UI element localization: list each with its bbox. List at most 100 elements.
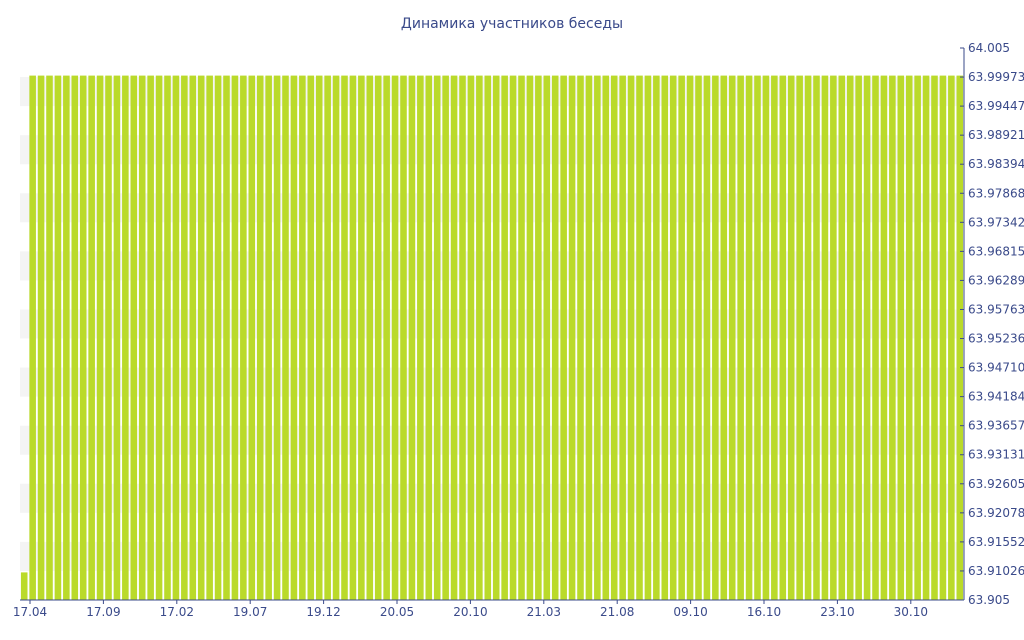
bar[interactable] [889,75,896,601]
bar[interactable] [307,75,315,601]
bar[interactable] [240,75,247,601]
bar[interactable] [695,75,702,601]
bar[interactable] [459,75,466,601]
bar[interactable] [54,75,62,601]
bar[interactable] [678,75,685,601]
bar[interactable] [644,75,652,601]
bar[interactable] [29,75,36,601]
bar[interactable] [130,75,138,601]
bar[interactable] [594,75,601,601]
bar[interactable] [669,75,677,601]
bar[interactable] [518,75,525,601]
bar[interactable] [417,75,424,601]
bar[interactable] [602,75,610,601]
bar[interactable] [374,75,382,601]
bar[interactable] [821,75,829,601]
bar[interactable] [214,75,222,601]
bar[interactable] [147,75,154,601]
bar[interactable] [779,75,787,601]
bar[interactable] [577,75,584,601]
bar[interactable] [838,75,846,601]
bar[interactable] [804,75,812,601]
bar[interactable] [737,75,744,601]
bar[interactable] [63,75,70,601]
bar[interactable] [728,75,736,601]
bar[interactable] [762,75,770,601]
bar[interactable] [273,75,281,601]
bar[interactable] [20,572,28,600]
bar[interactable] [197,75,205,601]
bar[interactable] [408,75,416,601]
bar[interactable] [956,75,964,601]
bar[interactable] [79,75,87,601]
bar[interactable] [661,75,669,601]
bar[interactable] [113,75,121,601]
bar[interactable] [897,75,905,601]
bar[interactable] [282,75,289,601]
bar[interactable] [164,75,171,601]
bar[interactable] [248,75,256,601]
bar[interactable] [830,75,837,601]
bar[interactable] [484,75,492,601]
bar[interactable] [931,75,938,601]
bar[interactable] [948,75,955,601]
bar[interactable] [703,75,711,601]
bar[interactable] [863,75,871,601]
bar[interactable] [358,75,365,601]
bar[interactable] [551,75,559,601]
bar[interactable] [467,75,475,601]
bar[interactable] [442,75,449,601]
bar[interactable] [223,75,230,601]
bar[interactable] [138,75,146,601]
bar[interactable] [720,75,728,601]
bar[interactable] [627,75,635,601]
bar[interactable] [122,75,129,601]
bar[interactable] [425,75,433,601]
bar[interactable] [189,75,197,601]
bar[interactable] [433,75,441,601]
bar[interactable] [96,75,104,601]
bar[interactable] [509,75,517,601]
bar[interactable] [349,75,357,601]
bar[interactable] [88,75,95,601]
bar[interactable] [653,75,660,601]
bar[interactable] [712,75,719,601]
bar[interactable] [265,75,272,601]
bar[interactable] [450,75,458,601]
bar[interactable] [568,75,576,601]
bar[interactable] [400,75,407,601]
bar[interactable] [905,75,913,601]
bar[interactable] [383,75,390,601]
bar[interactable] [535,75,542,601]
bar[interactable] [922,75,930,601]
bar[interactable] [476,75,483,601]
bar[interactable] [787,75,795,601]
bar[interactable] [71,75,79,601]
bar[interactable] [181,75,188,601]
bar[interactable] [872,75,879,601]
bar[interactable] [155,75,163,601]
bar[interactable] [686,75,694,601]
bar[interactable] [560,75,567,601]
bar[interactable] [206,75,213,601]
bar[interactable] [324,75,331,601]
bar[interactable] [846,75,854,601]
bar[interactable] [914,75,921,601]
bar[interactable] [172,75,180,601]
bar[interactable] [366,75,374,601]
bar[interactable] [37,75,45,601]
bar[interactable] [610,75,618,601]
bar[interactable] [745,75,753,601]
bar[interactable] [636,75,643,601]
bar[interactable] [290,75,298,601]
bar[interactable] [880,75,888,601]
bar[interactable] [231,75,239,601]
bar[interactable] [341,75,348,601]
bar[interactable] [939,75,947,601]
bar[interactable] [619,75,626,601]
bar[interactable] [771,75,778,601]
bar[interactable] [813,75,820,601]
bar[interactable] [796,75,803,601]
bar[interactable] [256,75,264,601]
bar[interactable] [332,75,340,601]
